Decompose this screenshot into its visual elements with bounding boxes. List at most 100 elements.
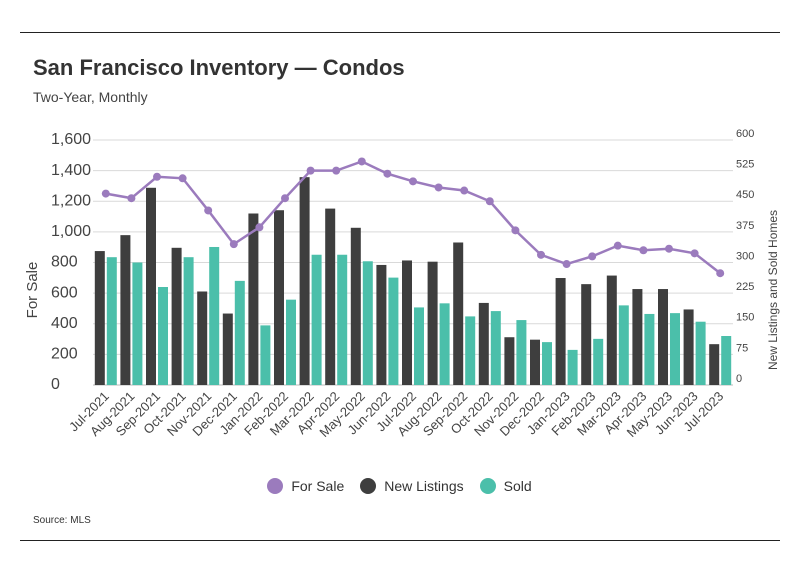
bar-sold xyxy=(286,299,296,385)
y-tick-label-right: 225 xyxy=(736,281,754,293)
chart-area: 0 200 400 600 800 1,000 1,200 1,400 1,600 0 75 150 2… xyxy=(24,128,780,440)
y-tick-label-right: 75 xyxy=(736,342,748,354)
bar-sold xyxy=(439,303,450,385)
point-for-sale xyxy=(485,197,494,206)
bar-new-listings xyxy=(376,264,387,385)
bar-new-listings xyxy=(504,337,515,385)
legend-swatch-sold xyxy=(479,478,496,494)
chart-title: San Francisco Inventory — Condos xyxy=(33,55,405,80)
y-tick-label-left: 200 xyxy=(51,346,78,363)
legend-label-for-sale: For Sale xyxy=(291,478,345,494)
top-rule xyxy=(20,32,780,33)
y-tick-label-right: 0 xyxy=(736,373,742,385)
legend-swatch-for-sale xyxy=(267,478,284,494)
legend-item-for-sale[interactable]: For Sale xyxy=(267,478,344,494)
point-for-sale xyxy=(383,169,392,178)
bar-new-listings xyxy=(325,208,336,385)
y-tick-label-right: 150 xyxy=(736,312,754,324)
point-for-sale xyxy=(537,250,545,259)
bar-new-listings xyxy=(453,242,464,385)
y-tick-label-right: 375 xyxy=(736,220,754,232)
y-tick-label-right: 525 xyxy=(736,159,754,171)
y-axis-title-right: New Listings and Sold Homes xyxy=(766,210,780,370)
point-for-sale xyxy=(588,252,597,261)
point-for-sale xyxy=(101,189,110,198)
bar-sold xyxy=(670,313,680,385)
bar-new-listings xyxy=(658,289,668,385)
bar-new-listings xyxy=(350,227,361,385)
bar-new-listings xyxy=(402,260,412,385)
bar-new-listings xyxy=(555,278,566,385)
bar-sold xyxy=(593,338,604,385)
bar-sold xyxy=(721,336,732,385)
y-tick-label-left: 400 xyxy=(51,315,78,332)
y-tick-label-right: 450 xyxy=(736,189,754,201)
y-tick-label-left: 0 xyxy=(51,376,60,393)
legend-item-new-listings[interactable]: New Listings xyxy=(360,478,464,494)
point-for-sale xyxy=(153,172,161,181)
bar-new-listings xyxy=(427,261,438,385)
bar-new-listings xyxy=(171,247,182,385)
bar-new-listings xyxy=(478,302,489,385)
chart-subtitle: Two-Year, Monthly xyxy=(33,89,148,105)
point-for-sale xyxy=(613,241,622,250)
point-for-sale xyxy=(357,157,366,166)
bar-sold xyxy=(362,261,373,385)
bar-new-listings xyxy=(248,213,259,385)
point-for-sale xyxy=(511,226,520,235)
bar-new-listings xyxy=(94,251,105,385)
y-tick-label-left: 1,000 xyxy=(51,223,91,240)
bar-sold xyxy=(644,313,655,385)
point-for-sale xyxy=(178,174,187,183)
legend: For Sale New Listings Sold xyxy=(0,478,799,494)
legend-label-sold: Sold xyxy=(503,478,532,494)
bar-sold xyxy=(516,320,527,385)
legend-label-new-listings: New Listings xyxy=(384,478,464,494)
bar-sold xyxy=(311,254,322,385)
bar-new-listings xyxy=(197,291,208,385)
point-for-sale xyxy=(434,183,443,192)
bar-sold xyxy=(158,287,168,385)
bottom-rule xyxy=(20,540,780,541)
source-note: Source: MLS xyxy=(33,515,91,526)
bar-sold xyxy=(234,280,245,385)
point-for-sale xyxy=(460,186,469,195)
bar-new-listings xyxy=(146,187,156,385)
point-for-sale xyxy=(562,260,571,269)
bar-sold xyxy=(542,342,552,385)
bar-new-listings xyxy=(299,177,310,385)
bar-sold xyxy=(618,305,629,385)
bar-new-listings xyxy=(530,339,540,385)
bar-sold xyxy=(567,349,578,385)
y-tick-label-right: 300 xyxy=(736,250,754,262)
point-for-sale xyxy=(229,240,238,249)
bar-sold xyxy=(209,246,220,385)
bar-new-listings xyxy=(222,313,233,385)
point-for-sale xyxy=(255,223,264,232)
y-tick-label-left: 800 xyxy=(51,254,78,271)
legend-item-sold[interactable]: Sold xyxy=(479,478,532,494)
bar-sold xyxy=(465,316,476,385)
bar-new-listings xyxy=(581,284,592,385)
bar-sold xyxy=(183,257,194,385)
point-for-sale xyxy=(281,194,289,203)
point-for-sale xyxy=(204,206,213,215)
y-tick-label-right: 600 xyxy=(736,128,754,140)
y-tick-label-left: 1,600 xyxy=(51,131,91,148)
point-for-sale xyxy=(409,177,417,186)
point-for-sale xyxy=(127,194,136,203)
bar-sold xyxy=(414,307,424,385)
point-for-sale xyxy=(665,244,673,253)
bar-sold xyxy=(388,277,399,385)
bar-new-listings xyxy=(606,275,617,385)
legend-swatch-new-listings xyxy=(360,478,377,494)
bar-new-listings xyxy=(120,235,131,385)
point-for-sale xyxy=(306,166,315,175)
y-tick-label-left: 1,400 xyxy=(51,162,91,179)
bar-sold xyxy=(695,321,706,385)
bar-sold xyxy=(132,262,143,385)
y-axis-title-left: For Sale xyxy=(24,262,41,319)
bar-new-listings xyxy=(683,309,694,385)
point-for-sale xyxy=(690,249,699,258)
bar-sold xyxy=(337,254,348,385)
